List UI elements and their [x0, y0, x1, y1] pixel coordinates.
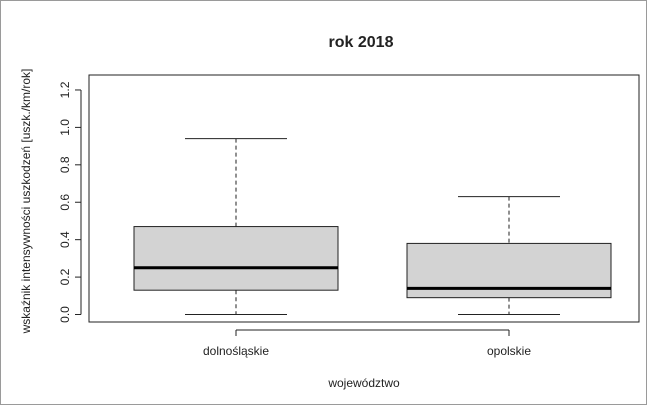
interquartile-box — [133, 226, 339, 291]
y-tick-label: 0.2 — [58, 268, 72, 285]
chart-title: rok 2018 — [329, 34, 394, 51]
x-axis: dolnośląskie opolskie — [203, 329, 531, 358]
y-tick-label: 1.2 — [58, 81, 72, 98]
box-2 — [406, 196, 612, 316]
y-tick-label: 0.0 — [58, 306, 72, 323]
y-tick-label: 0.4 — [58, 231, 72, 248]
x-tick-label: dolnośląskie — [203, 344, 269, 358]
y-axis: 0.0 0.2 0.4 0.6 0.8 1.0 1.2 — [58, 81, 82, 323]
x-tick-label: opolskie — [487, 344, 531, 358]
y-tick-label: 1.0 — [58, 119, 72, 136]
boxes-group — [133, 138, 612, 316]
y-axis-label: wskaźnik intensywności uszkodzeń [uszk./… — [19, 69, 33, 335]
box-1 — [133, 138, 339, 316]
plot-area-border — [88, 74, 640, 323]
y-tick-label: 0.6 — [58, 194, 72, 211]
y-tick-label: 0.8 — [58, 156, 72, 173]
x-axis-label: województwo — [327, 376, 400, 390]
